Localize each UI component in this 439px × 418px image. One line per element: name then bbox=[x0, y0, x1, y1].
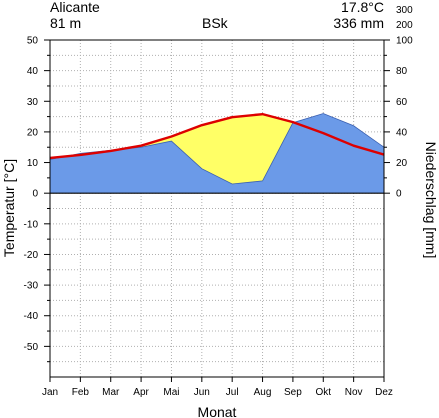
climate-classification: BSk bbox=[202, 15, 228, 31]
y-tick-label-right: 100 bbox=[396, 36, 413, 47]
y-axis-label-left: Temperatur [°C] bbox=[1, 159, 17, 257]
y-tick-label-right: 40 bbox=[396, 127, 408, 138]
x-tick-label: Jul bbox=[226, 387, 239, 398]
humid-area bbox=[50, 113, 384, 194]
station-name: Alicante bbox=[50, 0, 100, 15]
y-tick-label-left: -50 bbox=[24, 342, 39, 353]
x-tick-label: Jan bbox=[42, 387, 58, 398]
plot-frame bbox=[49, 39, 385, 378]
tick-labels: Jan Feb Mar Apr Mai Jun Jul Aug Sep Okt Nov Dez -50 -… bbox=[24, 0, 414, 398]
y-tick-label-right: 80 bbox=[396, 66, 408, 77]
y-tick-label-left: -30 bbox=[24, 281, 39, 292]
x-tick-label: Okt bbox=[315, 387, 331, 398]
x-tick-label: Feb bbox=[72, 387, 90, 398]
y-tick-label-left: -20 bbox=[24, 250, 39, 261]
series-lines bbox=[49, 112, 385, 194]
arid-area bbox=[50, 114, 294, 184]
x-tick-label: Mar bbox=[102, 387, 120, 398]
y-tick-label-right: 400 bbox=[396, 0, 413, 1]
x-axis-label: Monat bbox=[198, 404, 237, 418]
y-axis-label-right: Niederschlag [mm] bbox=[423, 142, 439, 259]
y-tick-label-left: -40 bbox=[24, 311, 39, 322]
x-tick-label: Mai bbox=[163, 387, 179, 398]
y-tick-label-left: -10 bbox=[24, 219, 39, 230]
temperature-line bbox=[49, 112, 385, 160]
x-tick-label: Dez bbox=[375, 387, 393, 398]
x-tick-label: Apr bbox=[133, 387, 149, 398]
ticks bbox=[44, 39, 390, 382]
annual-precipitation: 336 mm bbox=[333, 15, 384, 31]
x-tick-label: Jun bbox=[194, 387, 210, 398]
y-tick-label-left: 10 bbox=[27, 158, 39, 169]
y-tick-label-right: 300 bbox=[396, 5, 413, 16]
annual-mean-temperature: 17.8°C bbox=[341, 0, 384, 15]
y-tick-label-left: 30 bbox=[27, 97, 39, 108]
x-tick-label: Aug bbox=[254, 387, 272, 398]
y-tick-label-left: 40 bbox=[27, 66, 39, 77]
y-tick-label-left: 0 bbox=[32, 189, 38, 200]
x-tick-label: Nov bbox=[345, 387, 363, 398]
y-tick-label-right: 200 bbox=[396, 20, 413, 31]
y-tick-label-right: 20 bbox=[396, 158, 408, 169]
climate-fills bbox=[50, 113, 384, 194]
y-tick-label-left: 50 bbox=[27, 36, 39, 47]
y-tick-label-right: 60 bbox=[396, 97, 408, 108]
y-tick-label-left: 20 bbox=[27, 127, 39, 138]
x-tick-label: Sep bbox=[284, 387, 302, 398]
station-elevation: 81 m bbox=[50, 15, 82, 31]
grid bbox=[50, 40, 384, 377]
y-tick-label-right: 0 bbox=[396, 189, 402, 200]
